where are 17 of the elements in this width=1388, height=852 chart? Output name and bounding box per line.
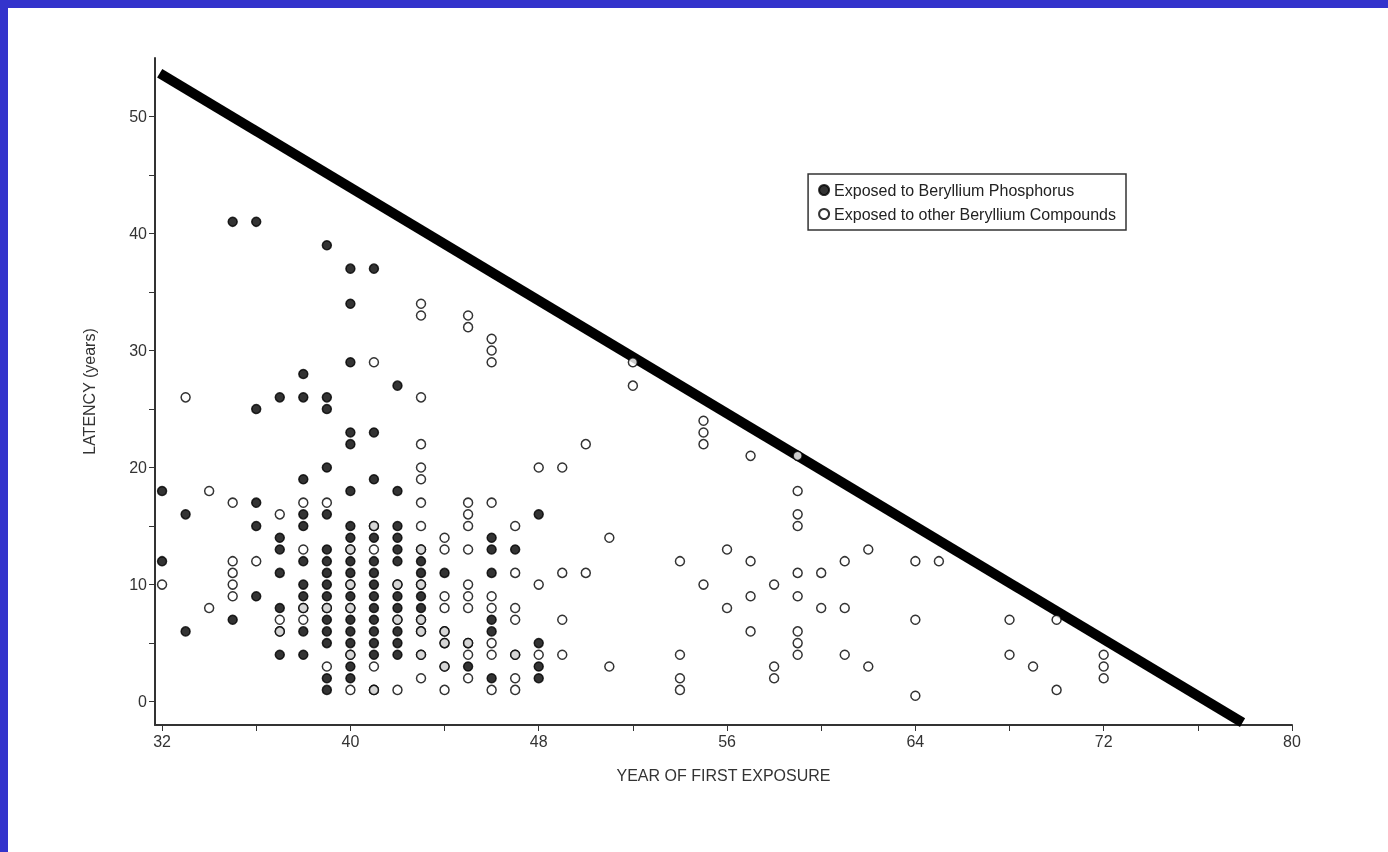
x-tick-label: 80 xyxy=(1283,732,1301,750)
x-tick-label: 48 xyxy=(529,732,548,750)
y-tick-label: 40 xyxy=(129,225,148,243)
x-tick-label: 56 xyxy=(718,732,737,750)
x-axis-title: YEAR OF FIRST EXPOSURE xyxy=(616,766,831,784)
x-tick-label: 32 xyxy=(153,732,172,750)
x-tick-label: 64 xyxy=(906,732,925,750)
x-tick-label: 72 xyxy=(1094,732,1113,750)
y-tick-label: 10 xyxy=(129,576,148,594)
y-tick-label: 50 xyxy=(129,108,148,126)
legend-label: Exposed to Beryllium Phosphorus xyxy=(834,181,1075,199)
y-tick-label: 20 xyxy=(129,459,148,477)
x-tick-label: 40 xyxy=(341,732,360,750)
legend-label: Exposed to other Beryllium Compounds xyxy=(834,205,1116,223)
y-tick-label: 30 xyxy=(129,342,148,360)
y-tick-label: 0 xyxy=(138,693,148,711)
y-axis-title: LATENCY (years) xyxy=(80,328,98,455)
